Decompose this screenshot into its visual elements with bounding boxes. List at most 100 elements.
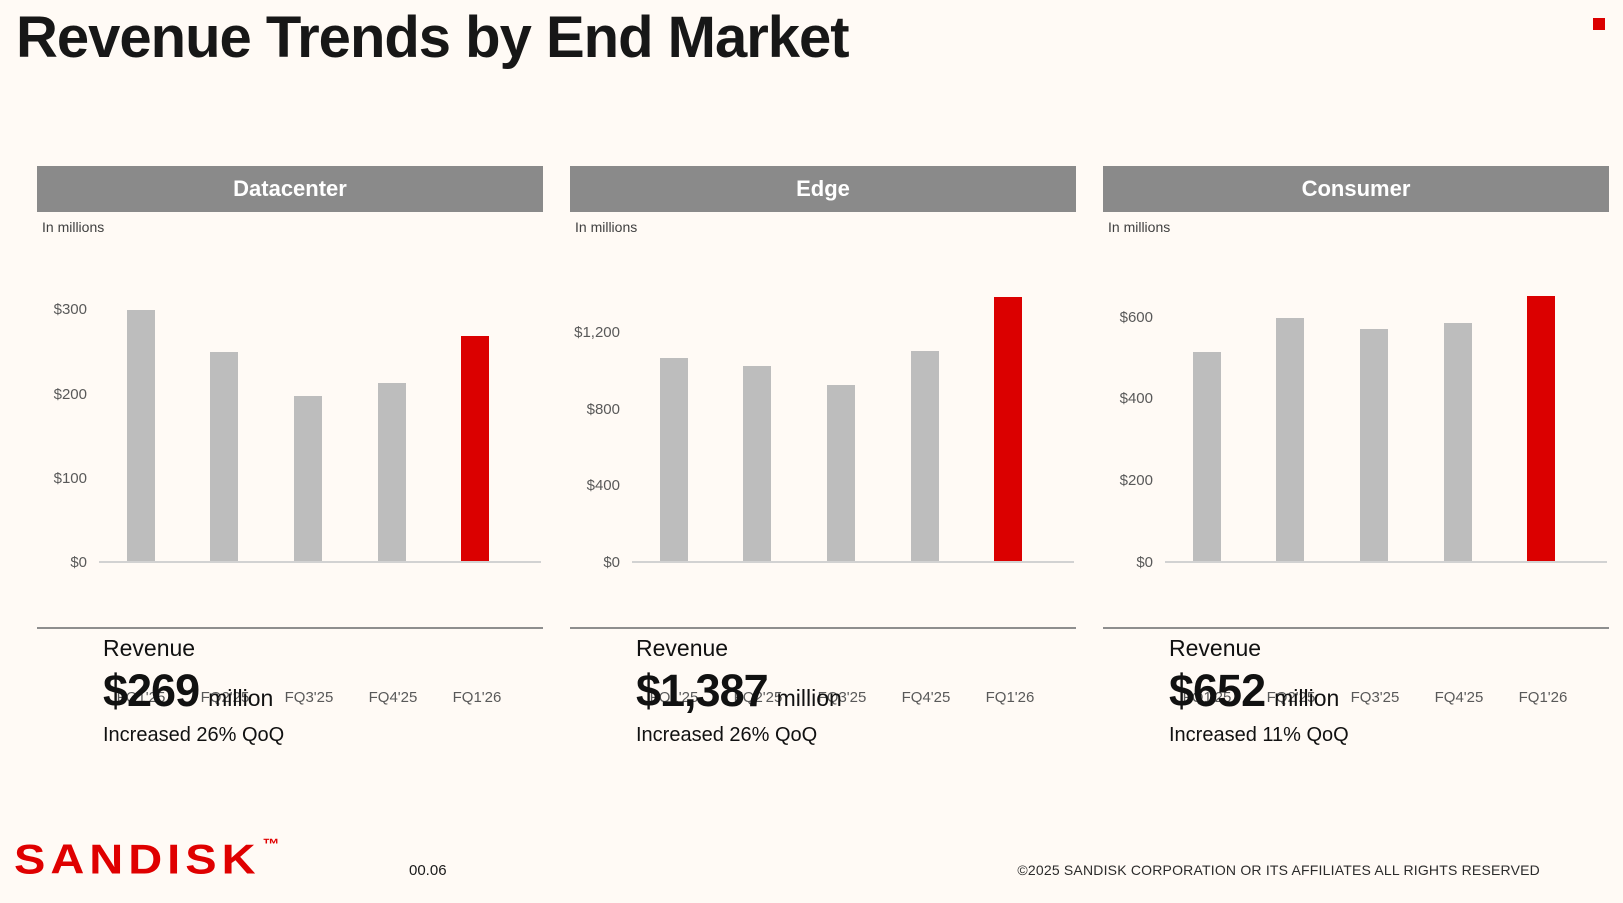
bar-FQ4'25 bbox=[1443, 322, 1472, 561]
x-axis-tick-label: FQ1'26 bbox=[985, 689, 1035, 706]
bar-FQ2'25 bbox=[743, 365, 772, 561]
revenue-change: Increased 26% QoQ bbox=[636, 724, 818, 746]
bar-FQ1'25 bbox=[659, 358, 688, 561]
edge-bar-chart: $0 $400 $800 $1,200 FQ1'25 FQ2'25 FQ3'25 FQ4'2… bbox=[570, 285, 1076, 706]
bar-slot bbox=[99, 285, 183, 561]
revenue-change: Increased 26% QoQ bbox=[103, 724, 285, 746]
y-axis-tick-label: $0 bbox=[70, 554, 87, 571]
bar-FQ1'25 bbox=[126, 310, 155, 561]
x-axis-tick-label: FQ4'25 bbox=[368, 689, 418, 706]
x-axis-tick-label: FQ3'25 bbox=[817, 689, 867, 706]
units-label: In millions bbox=[575, 219, 638, 235]
x-axis-tick-label: FQ3'25 bbox=[1350, 689, 1400, 706]
units-label: In millions bbox=[1108, 219, 1171, 235]
y-axis: $0 $200 $400 $600 bbox=[1103, 285, 1153, 571]
x-axis-tick-label: FQ4'25 bbox=[1434, 689, 1484, 706]
bar-slot bbox=[883, 285, 967, 561]
bar-FQ2'25 bbox=[210, 351, 239, 561]
panel-edge-header: Edge bbox=[570, 166, 1076, 212]
bar-slot bbox=[716, 285, 800, 561]
x-axis-tick-label: FQ3'25 bbox=[284, 689, 334, 706]
revenue-label: Revenue bbox=[103, 635, 196, 661]
sandisk-logo: SANDISK ™ bbox=[14, 835, 280, 883]
bar-slot bbox=[966, 285, 1050, 561]
bar-slot bbox=[1249, 285, 1333, 561]
revenue-value-line: $269 million bbox=[103, 665, 284, 717]
x-axis-tick-label: FQ1'25 bbox=[1182, 689, 1232, 706]
bar-slot bbox=[1499, 285, 1583, 561]
x-axis-tick-label: FQ1'26 bbox=[1518, 689, 1568, 706]
bars-group bbox=[99, 285, 517, 561]
y-axis-tick-label: $400 bbox=[586, 477, 620, 495]
bar-FQ1'26 bbox=[994, 297, 1023, 561]
x-axis-tick-label: FQ1'25 bbox=[116, 689, 166, 706]
page-title: Revenue Trends by End Market bbox=[16, 5, 850, 70]
y-axis-tick-label: $300 bbox=[53, 301, 87, 319]
copyright-text: ©2025 SANDISK CORPORATION OR ITS AFFILIA… bbox=[1017, 862, 1540, 878]
plot-area bbox=[1165, 285, 1607, 563]
panel-datacenter-title: Datacenter bbox=[233, 176, 347, 201]
y-axis-tick-label: $800 bbox=[586, 400, 620, 418]
divider-line bbox=[570, 627, 1076, 629]
sandisk-logo-text: SANDISK bbox=[14, 835, 261, 883]
consumer-stats: Revenue $652 million Increased 11% QoQ bbox=[1169, 635, 1349, 747]
panel-datacenter-header: Datacenter bbox=[37, 166, 543, 212]
y-axis-tick-label: $200 bbox=[53, 385, 87, 403]
y-axis-tick-label: $0 bbox=[603, 554, 620, 571]
y-axis: $0 $400 $800 $1,200 bbox=[570, 285, 620, 571]
datacenter-bar-chart: $0 $100 $200 $300 FQ1'25 FQ2'25 FQ3'25 FQ4'25 F… bbox=[37, 285, 543, 706]
y-axis-tick-label: $0 bbox=[1136, 554, 1153, 571]
bar-FQ3'25 bbox=[293, 396, 322, 561]
bar-FQ2'25 bbox=[1276, 318, 1305, 561]
divider-line bbox=[1103, 627, 1609, 629]
y-axis-tick-label: $1,200 bbox=[574, 323, 620, 341]
bars-group bbox=[632, 285, 1050, 561]
bar-FQ4'25 bbox=[910, 351, 939, 561]
x-axis-tick-label: FQ4'25 bbox=[901, 689, 951, 706]
bars-group bbox=[1165, 285, 1583, 561]
x-axis-tick-label: FQ2'25 bbox=[200, 689, 250, 706]
edge-stats: Revenue $1,387 million Increased 26% QoQ bbox=[636, 635, 842, 747]
trademark-symbol: ™ bbox=[262, 835, 280, 853]
bar-slot bbox=[1332, 285, 1416, 561]
x-axis-labels: FQ1'25 FQ2'25 FQ3'25 FQ4'25 FQ1'26 bbox=[99, 689, 519, 706]
bar-FQ3'25 bbox=[826, 384, 855, 561]
units-label: In millions bbox=[42, 219, 105, 235]
revenue-unit: million bbox=[776, 685, 842, 711]
bar-slot bbox=[350, 285, 434, 561]
plot-area bbox=[99, 285, 541, 563]
y-axis-tick-label: $400 bbox=[1119, 390, 1153, 408]
panel-consumer: Consumer In millions $0 $200 $400 $600 FQ1'… bbox=[1103, 166, 1609, 766]
x-axis-tick-label: FQ1'25 bbox=[649, 689, 699, 706]
bar-slot bbox=[266, 285, 350, 561]
x-axis-tick-label: FQ2'25 bbox=[1266, 689, 1316, 706]
bar-FQ1'26 bbox=[1527, 296, 1556, 561]
corner-accent-square bbox=[1593, 18, 1605, 30]
x-axis-tick-label: FQ1'26 bbox=[452, 689, 502, 706]
bar-slot bbox=[1165, 285, 1249, 561]
y-axis-tick-label: $200 bbox=[1119, 472, 1153, 490]
divider-line bbox=[37, 627, 543, 629]
bar-slot bbox=[183, 285, 267, 561]
panel-datacenter: Datacenter In millions $0 $100 $200 $300 FQ… bbox=[37, 166, 543, 766]
bar-FQ4'25 bbox=[377, 382, 406, 561]
panel-edge-title: Edge bbox=[796, 176, 850, 201]
bar-FQ3'25 bbox=[1359, 328, 1388, 561]
bar-FQ1'25 bbox=[1192, 351, 1221, 561]
revenue-value-line: $652 million bbox=[1169, 665, 1349, 717]
x-axis-labels: FQ1'25 FQ2'25 FQ3'25 FQ4'25 FQ1'26 bbox=[632, 689, 1052, 706]
panel-consumer-header: Consumer bbox=[1103, 166, 1609, 212]
revenue-label: Revenue bbox=[636, 635, 729, 661]
revenue-change: Increased 11% QoQ bbox=[1169, 724, 1349, 746]
revenue-value-line: $1,387 million bbox=[636, 665, 842, 717]
revenue-unit: million bbox=[208, 685, 274, 711]
revenue-label: Revenue bbox=[1169, 635, 1262, 661]
revenue-value: $269 bbox=[103, 665, 200, 716]
y-axis: $0 $100 $200 $300 bbox=[37, 285, 87, 571]
datacenter-stats: Revenue $269 million Increased 26% QoQ bbox=[103, 635, 284, 747]
bar-FQ1'26 bbox=[461, 336, 490, 561]
page-number: 00.06 bbox=[409, 862, 447, 879]
bar-slot bbox=[433, 285, 517, 561]
plot-area bbox=[632, 285, 1074, 563]
bar-slot bbox=[1416, 285, 1500, 561]
